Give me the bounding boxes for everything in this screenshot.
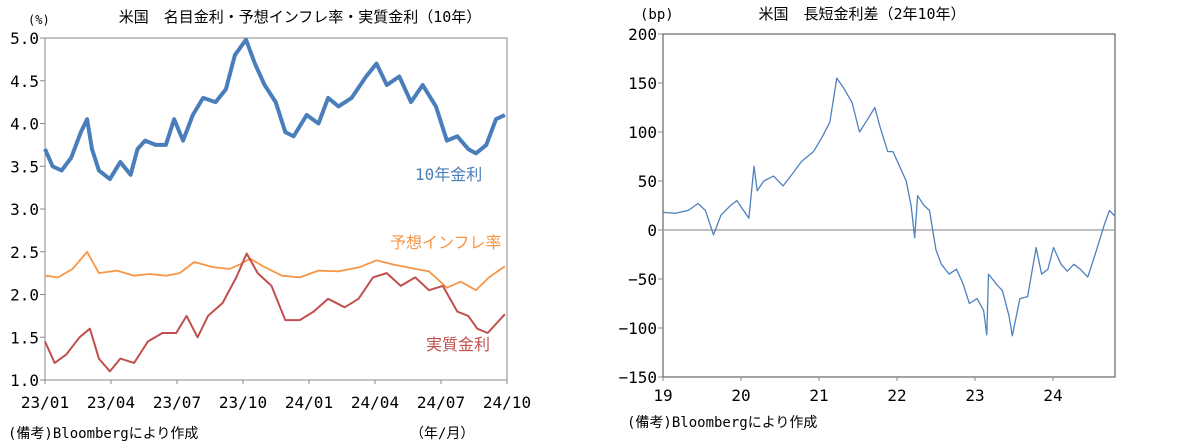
right-ylabel: (bp) xyxy=(640,7,674,23)
x-tick-label: 24/01 xyxy=(285,393,333,412)
y-tick-label: 4.5 xyxy=(10,72,39,91)
x-tick-label: 23/01 xyxy=(21,393,69,412)
y-tick-label: 3.0 xyxy=(10,200,39,219)
y-tick-label: 100 xyxy=(628,123,657,142)
y-tick-label: 4.0 xyxy=(10,115,39,134)
x-tick-label: 23/04 xyxy=(87,393,135,412)
y-tick-label: 5.0 xyxy=(10,29,39,48)
right-chart: 米国 長短金利差（2年10年） (bp) (備考)Bloombergにより作成 … xyxy=(618,5,1116,431)
left-xlabel: （年/月） xyxy=(410,426,474,442)
y-tick-label: 1.0 xyxy=(10,371,39,390)
y-tick-label: 50 xyxy=(638,172,657,191)
y-tick-label: 2.0 xyxy=(10,286,39,305)
x-tick-label: 24/04 xyxy=(351,393,399,412)
x-tick-label: 23 xyxy=(965,386,984,405)
y-tick-label: −150 xyxy=(618,368,657,387)
left-ylabel: (%) xyxy=(28,13,50,27)
y-tick-label: 3.5 xyxy=(10,157,39,176)
x-tick-label: 19 xyxy=(653,386,672,405)
series-line-予想インフレ率 xyxy=(44,250,506,292)
y-tick-label: 0 xyxy=(647,221,657,240)
x-tick-label: 24/07 xyxy=(417,393,465,412)
right-title: 米国 長短金利差（2年10年） xyxy=(758,5,965,23)
x-tick-label: 23/07 xyxy=(153,393,201,412)
y-tick-label: −50 xyxy=(628,270,657,289)
y-tick-label: 2.5 xyxy=(10,243,39,262)
legend-real-yield: 実質金利 xyxy=(426,335,490,354)
right-plot-area xyxy=(662,33,1116,378)
y-tick-label: 1.5 xyxy=(10,328,39,347)
x-tick-label: 21 xyxy=(809,386,828,405)
series-line-実質金利 xyxy=(44,252,506,373)
x-tick-label: 23/10 xyxy=(219,393,267,412)
left-chart: 米国 名目金利・予想インフレ率・実質金利（10年） (%) (備考)Bloomb… xyxy=(8,8,531,442)
left-note: (備考)Bloombergにより作成 xyxy=(8,426,198,442)
x-tick-label: 24/10 xyxy=(483,393,531,412)
y-tick-label: 200 xyxy=(628,25,657,44)
right-note: (備考)Bloombergにより作成 xyxy=(627,415,817,431)
legend-10y-yield: 10年金利 xyxy=(415,165,482,184)
y-tick-label: 150 xyxy=(628,74,657,93)
series-line-spread xyxy=(662,77,1116,337)
x-tick-label: 22 xyxy=(887,386,906,405)
series-line-10年金利 xyxy=(43,37,506,182)
left-plot-area xyxy=(44,37,508,381)
legend-breakeven-inflation: 予想インフレ率 xyxy=(390,233,502,252)
x-tick-label: 20 xyxy=(731,386,750,405)
left-title: 米国 名目金利・予想インフレ率・実質金利（10年） xyxy=(119,8,482,26)
y-tick-label: −100 xyxy=(618,319,657,338)
x-tick-label: 24 xyxy=(1043,386,1062,405)
